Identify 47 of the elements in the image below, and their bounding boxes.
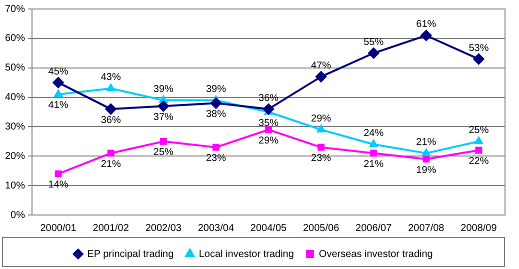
x-tick-label: 2001/02 xyxy=(92,222,130,234)
data-label: 61% xyxy=(416,19,436,30)
x-tick-label: 2004/05 xyxy=(250,222,288,234)
y-tick-label: 40% xyxy=(5,92,26,104)
y-tick-label: 30% xyxy=(5,121,26,132)
data-label: 53% xyxy=(468,42,489,54)
data-label: 43% xyxy=(100,72,121,84)
x-tick-label: 2008/09 xyxy=(460,222,498,234)
data-label: 39% xyxy=(153,84,174,95)
x-tick-label: 2005/06 xyxy=(302,222,340,234)
data-label: 25% xyxy=(153,147,174,158)
data-label: 45% xyxy=(48,66,68,78)
data-label: 41% xyxy=(48,100,68,112)
data-label: 22% xyxy=(468,156,489,168)
y-tick-label: 70% xyxy=(5,4,26,15)
data-label: 35% xyxy=(258,118,279,129)
data-label: 47% xyxy=(311,60,332,72)
data-label: 36% xyxy=(100,114,121,126)
y-tick-label: 20% xyxy=(5,150,26,162)
data-label: 25% xyxy=(468,125,489,136)
data-label: 36% xyxy=(258,92,279,104)
legend-label: Overseas investor trading xyxy=(318,248,433,260)
data-label: 29% xyxy=(311,113,332,124)
data-label: 29% xyxy=(258,135,279,146)
data-label: 23% xyxy=(311,153,332,164)
data-label: 14% xyxy=(48,180,68,191)
legend-label: EP principal trading xyxy=(87,248,174,260)
x-tick-label: 2003/04 xyxy=(198,222,234,234)
data-label: 21% xyxy=(416,136,436,148)
y-tick-label: 60% xyxy=(5,33,26,44)
data-label: 21% xyxy=(364,158,384,170)
data-label: 19% xyxy=(416,164,436,176)
x-tick-label: 2007/08 xyxy=(408,222,445,234)
data-label: 38% xyxy=(206,108,226,120)
data-label: 39% xyxy=(206,84,226,95)
data-label: 37% xyxy=(153,112,174,123)
x-tick-label: 2006/07 xyxy=(356,222,392,234)
y-tick-label: 0% xyxy=(10,210,26,221)
y-tick-label: 10% xyxy=(5,180,26,192)
data-label: 21% xyxy=(100,158,121,170)
x-tick-label: 2000/01 xyxy=(40,222,77,234)
y-tick-label: 50% xyxy=(5,62,26,74)
legend-label: Local investor trading xyxy=(198,248,294,260)
x-tick-label: 2002/03 xyxy=(145,222,182,234)
data-label: 23% xyxy=(206,153,226,164)
data-label: 55% xyxy=(364,36,384,48)
data-label: 24% xyxy=(364,128,384,140)
